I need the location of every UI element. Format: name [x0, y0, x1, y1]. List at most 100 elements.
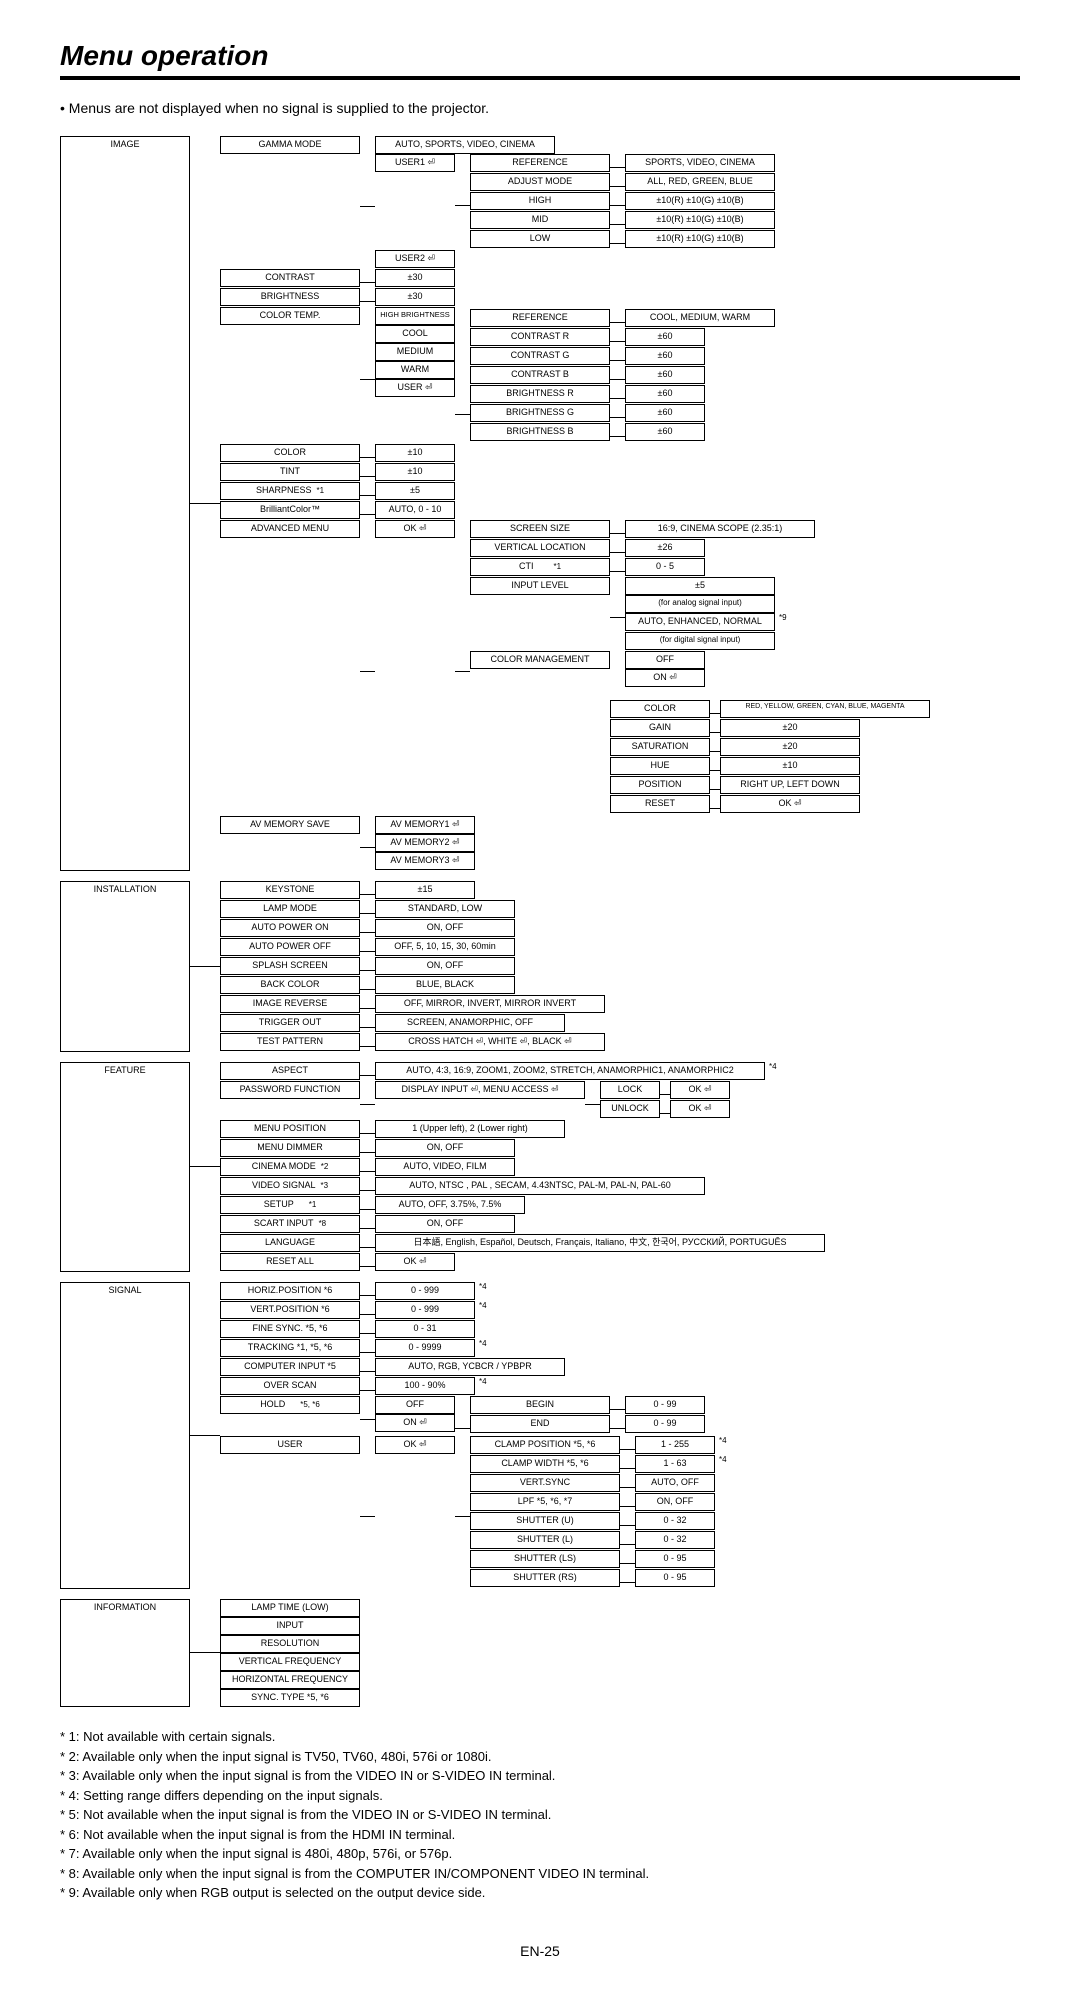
compin: COMPUTER INPUT *5 [220, 1358, 360, 1376]
ct-bb-v: ±60 [625, 423, 705, 441]
shl-v: 0 - 32 [635, 1531, 715, 1549]
imgrev: IMAGE REVERSE [220, 995, 360, 1013]
end: END [470, 1415, 610, 1433]
trigger: TRIGGER OUT [220, 1014, 360, 1032]
fsync-v: 0 - 31 [375, 1320, 475, 1338]
pwfn-v: DISPLAY INPUT ⏎, MENU ACCESS ⏎ [375, 1081, 585, 1099]
feature: FEATURE [60, 1062, 190, 1272]
keystone-v: ±15 [375, 881, 475, 899]
footnotes: * 1: Not available with certain signals.… [60, 1727, 1020, 1903]
testp-v: CROSS HATCH ⏎, WHITE ⏎, BLACK ⏎ [375, 1033, 605, 1051]
begin: BEGIN [470, 1396, 610, 1414]
ct-bg-v: ±60 [625, 404, 705, 422]
intro-text: Menus are not displayed when no signal i… [60, 100, 1020, 116]
cm-hue: HUE [610, 757, 710, 775]
info-vfreq: VERTICAL FREQUENCY [220, 1653, 360, 1671]
cti: CTI *1 [470, 558, 610, 576]
gamma-user1: USER1 ⏎ [375, 154, 455, 172]
color-temp: COLOR TEMP. [220, 307, 360, 325]
ct-cb-v: ±60 [625, 366, 705, 384]
brilliant-val: AUTO, 0 - 10 [375, 501, 455, 519]
cinema-v: AUTO, VIDEO, FILM [375, 1158, 515, 1176]
cm-sat-v: ±20 [720, 738, 860, 756]
hold: HOLD *5, *6 [220, 1396, 360, 1414]
ref-val: SPORTS, VIDEO, CINEMA [625, 154, 775, 172]
il-v2: AUTO, ENHANCED, NORMAL [625, 613, 775, 631]
cinema: CINEMA MODE *2 [220, 1158, 360, 1176]
cm-pos: POSITION [610, 776, 710, 794]
menupos-v: 1 (Upper left), 2 (Lower right) [375, 1120, 565, 1138]
fn-9: * 9: Available only when RGB output is s… [60, 1883, 1020, 1903]
cm-hue-v: ±10 [720, 757, 860, 775]
autopon: AUTO POWER ON [220, 919, 360, 937]
fsync: FINE SYNC. *5, *6 [220, 1320, 360, 1338]
high-val: ±10(R) ±10(G) ±10(B) [625, 192, 775, 210]
av-mem: AV MEMORY SAVE [220, 816, 360, 834]
trigger-v: SCREEN, ANAMORPHIC, OFF [375, 1014, 565, 1032]
aspect: ASPECT [220, 1062, 360, 1080]
clamp-w-v: 1 - 63 [635, 1455, 715, 1473]
gamma-mode: GAMMA MODE [220, 136, 360, 154]
lock-ok: OK ⏎ [670, 1081, 730, 1099]
il-n1: (for analog signal input) [625, 595, 775, 613]
overscan: OVER SCAN [220, 1377, 360, 1395]
contrast-val: ±30 [375, 269, 455, 287]
lang-v: 日本語, English, Español, Deutsch, Français… [375, 1234, 825, 1252]
installation: INSTALLATION [60, 881, 190, 1052]
avm3: AV MEMORY3 ⏎ [375, 852, 475, 870]
ct-medium: MEDIUM [375, 343, 455, 361]
clamp-pos-v: 1 - 255 [635, 1436, 715, 1454]
hold-off: OFF [375, 1396, 455, 1414]
mid-val: ±10(R) ±10(G) ±10(B) [625, 211, 775, 229]
contrast: CONTRAST [220, 269, 360, 287]
brilliant: BrilliantColor™ [220, 501, 360, 519]
menupos: MENU POSITION [220, 1120, 360, 1138]
lamptime: LAMP TIME (LOW) [220, 1599, 360, 1617]
fn-3: * 3: Available only when the input signa… [60, 1766, 1020, 1786]
aspect-v: AUTO, 4:3, 16:9, ZOOM1, ZOOM2, STRETCH, … [375, 1062, 765, 1080]
fn-8: * 8: Available only when the input signa… [60, 1864, 1020, 1884]
adv-menu: ADVANCED MENU [220, 520, 360, 538]
ct-br: BRIGHTNESS R [470, 385, 610, 403]
fn-4: * 4: Setting range differs depending on … [60, 1786, 1020, 1806]
cm-off: OFF [625, 651, 705, 669]
autopon-v: ON, OFF [375, 919, 515, 937]
keystone: KEYSTONE [220, 881, 360, 899]
shl: SHUTTER (L) [470, 1531, 620, 1549]
hpos-v: 0 - 999 [375, 1282, 475, 1300]
vloc: VERTICAL LOCATION [470, 539, 610, 557]
screen-size: SCREEN SIZE [470, 520, 610, 538]
cm-reset-v: OK ⏎ [720, 795, 860, 813]
videosig: VIDEO SIGNAL *3 [220, 1177, 360, 1195]
tint: TINT [220, 463, 360, 481]
information: INFORMATION [60, 1599, 190, 1707]
hold-on: ON ⏎ [375, 1414, 455, 1432]
shrs-v: 0 - 95 [635, 1569, 715, 1587]
overscan-v: 100 - 90% [375, 1377, 475, 1395]
setup: SETUP *1 [220, 1196, 360, 1214]
sharpness: SHARPNESS *1 [220, 482, 360, 500]
gamma-auto-line: AUTO, SPORTS, VIDEO, CINEMA [375, 136, 555, 154]
cti-v: 0 - 5 [625, 558, 705, 576]
vsync-v: AUTO, OFF [635, 1474, 715, 1492]
cm-on: ON ⏎ [625, 669, 705, 687]
info-res: RESOLUTION [220, 1635, 360, 1653]
setup-v: AUTO, OFF, 3.75%, 7.5% [375, 1196, 525, 1214]
lang: LANGUAGE [220, 1234, 360, 1252]
fn-2: * 2: Available only when the input signa… [60, 1747, 1020, 1767]
resetall: RESET ALL [220, 1253, 360, 1271]
avm2: AV MEMORY2 ⏎ [375, 834, 475, 852]
low-label: LOW [470, 230, 610, 248]
clamp-w: CLAMP WIDTH *5, *6 [470, 1455, 620, 1473]
color-val: ±10 [375, 444, 455, 462]
ct-ref: REFERENCE [470, 309, 610, 327]
ct-cg: CONTRAST G [470, 347, 610, 365]
compin-v: AUTO, RGB, YCBCR / YPBPR [375, 1358, 565, 1376]
ct-bg: BRIGHTNESS G [470, 404, 610, 422]
fn-5: * 5: Not available when the input signal… [60, 1805, 1020, 1825]
info-input: INPUT [220, 1617, 360, 1635]
signal: SIGNAL [60, 1282, 190, 1589]
ct-bb: BRIGHTNESS B [470, 423, 610, 441]
ct-hb: HIGH BRIGHTNESS [375, 307, 455, 325]
screen-size-v: 16:9, CINEMA SCOPE (2.35:1) [625, 520, 815, 538]
